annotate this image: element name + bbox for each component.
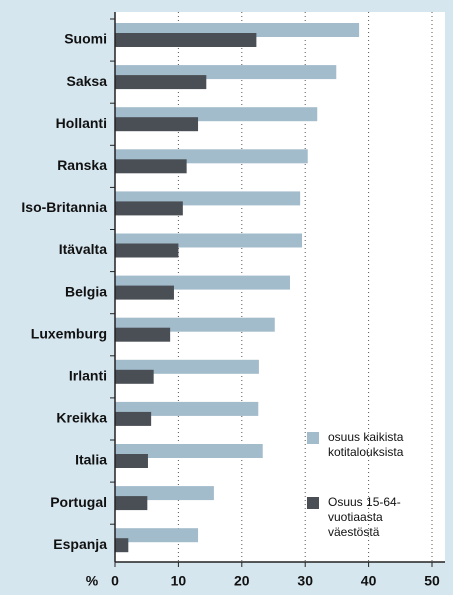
bar [115, 117, 199, 132]
x-tick-label: 20 [234, 573, 250, 589]
bar [115, 444, 263, 458]
bar [115, 285, 174, 300]
legend-swatch [307, 497, 319, 509]
y-tick-label: Ranska [57, 157, 107, 173]
y-tick-label: Irlanti [69, 368, 107, 384]
legend-label: osuus kaikista kotitalouksista [328, 430, 404, 459]
y-tick-label: Itävalta [59, 241, 107, 257]
y-tick-label: Saksa [67, 73, 108, 89]
bar [115, 538, 129, 553]
legend-label: Osuus 15-64-vuotiaasta väestöstä [328, 495, 401, 539]
bar [115, 33, 257, 47]
y-tick-label: Hollanti [56, 115, 107, 131]
y-tick-label: Suomi [64, 31, 107, 47]
bar [115, 75, 207, 90]
bar [115, 369, 154, 384]
bar [115, 411, 152, 426]
bar [115, 528, 199, 543]
y-tick-label: Belgia [65, 283, 107, 299]
x-tick-label: 10 [171, 573, 187, 589]
bar [115, 454, 148, 468]
y-tick-label: Portugal [50, 494, 107, 510]
bar [115, 159, 187, 174]
x-tick-label: 40 [361, 573, 377, 589]
bar [115, 496, 148, 511]
y-tick-label: Iso-Britannia [21, 199, 107, 215]
bar [115, 243, 179, 258]
x-tick-label: 0 [111, 573, 119, 589]
bar [115, 327, 171, 342]
x-tick-label: 30 [297, 573, 313, 589]
legend-swatch [307, 432, 319, 444]
y-tick-label: Kreikka [56, 410, 107, 426]
y-tick-label: Luxemburg [31, 325, 107, 341]
x-axis-label: % [86, 573, 99, 589]
x-tick-label: 50 [424, 573, 440, 589]
y-tick-label: Italia [75, 452, 107, 468]
bar [115, 201, 183, 216]
y-tick-label: Espanja [53, 536, 107, 552]
